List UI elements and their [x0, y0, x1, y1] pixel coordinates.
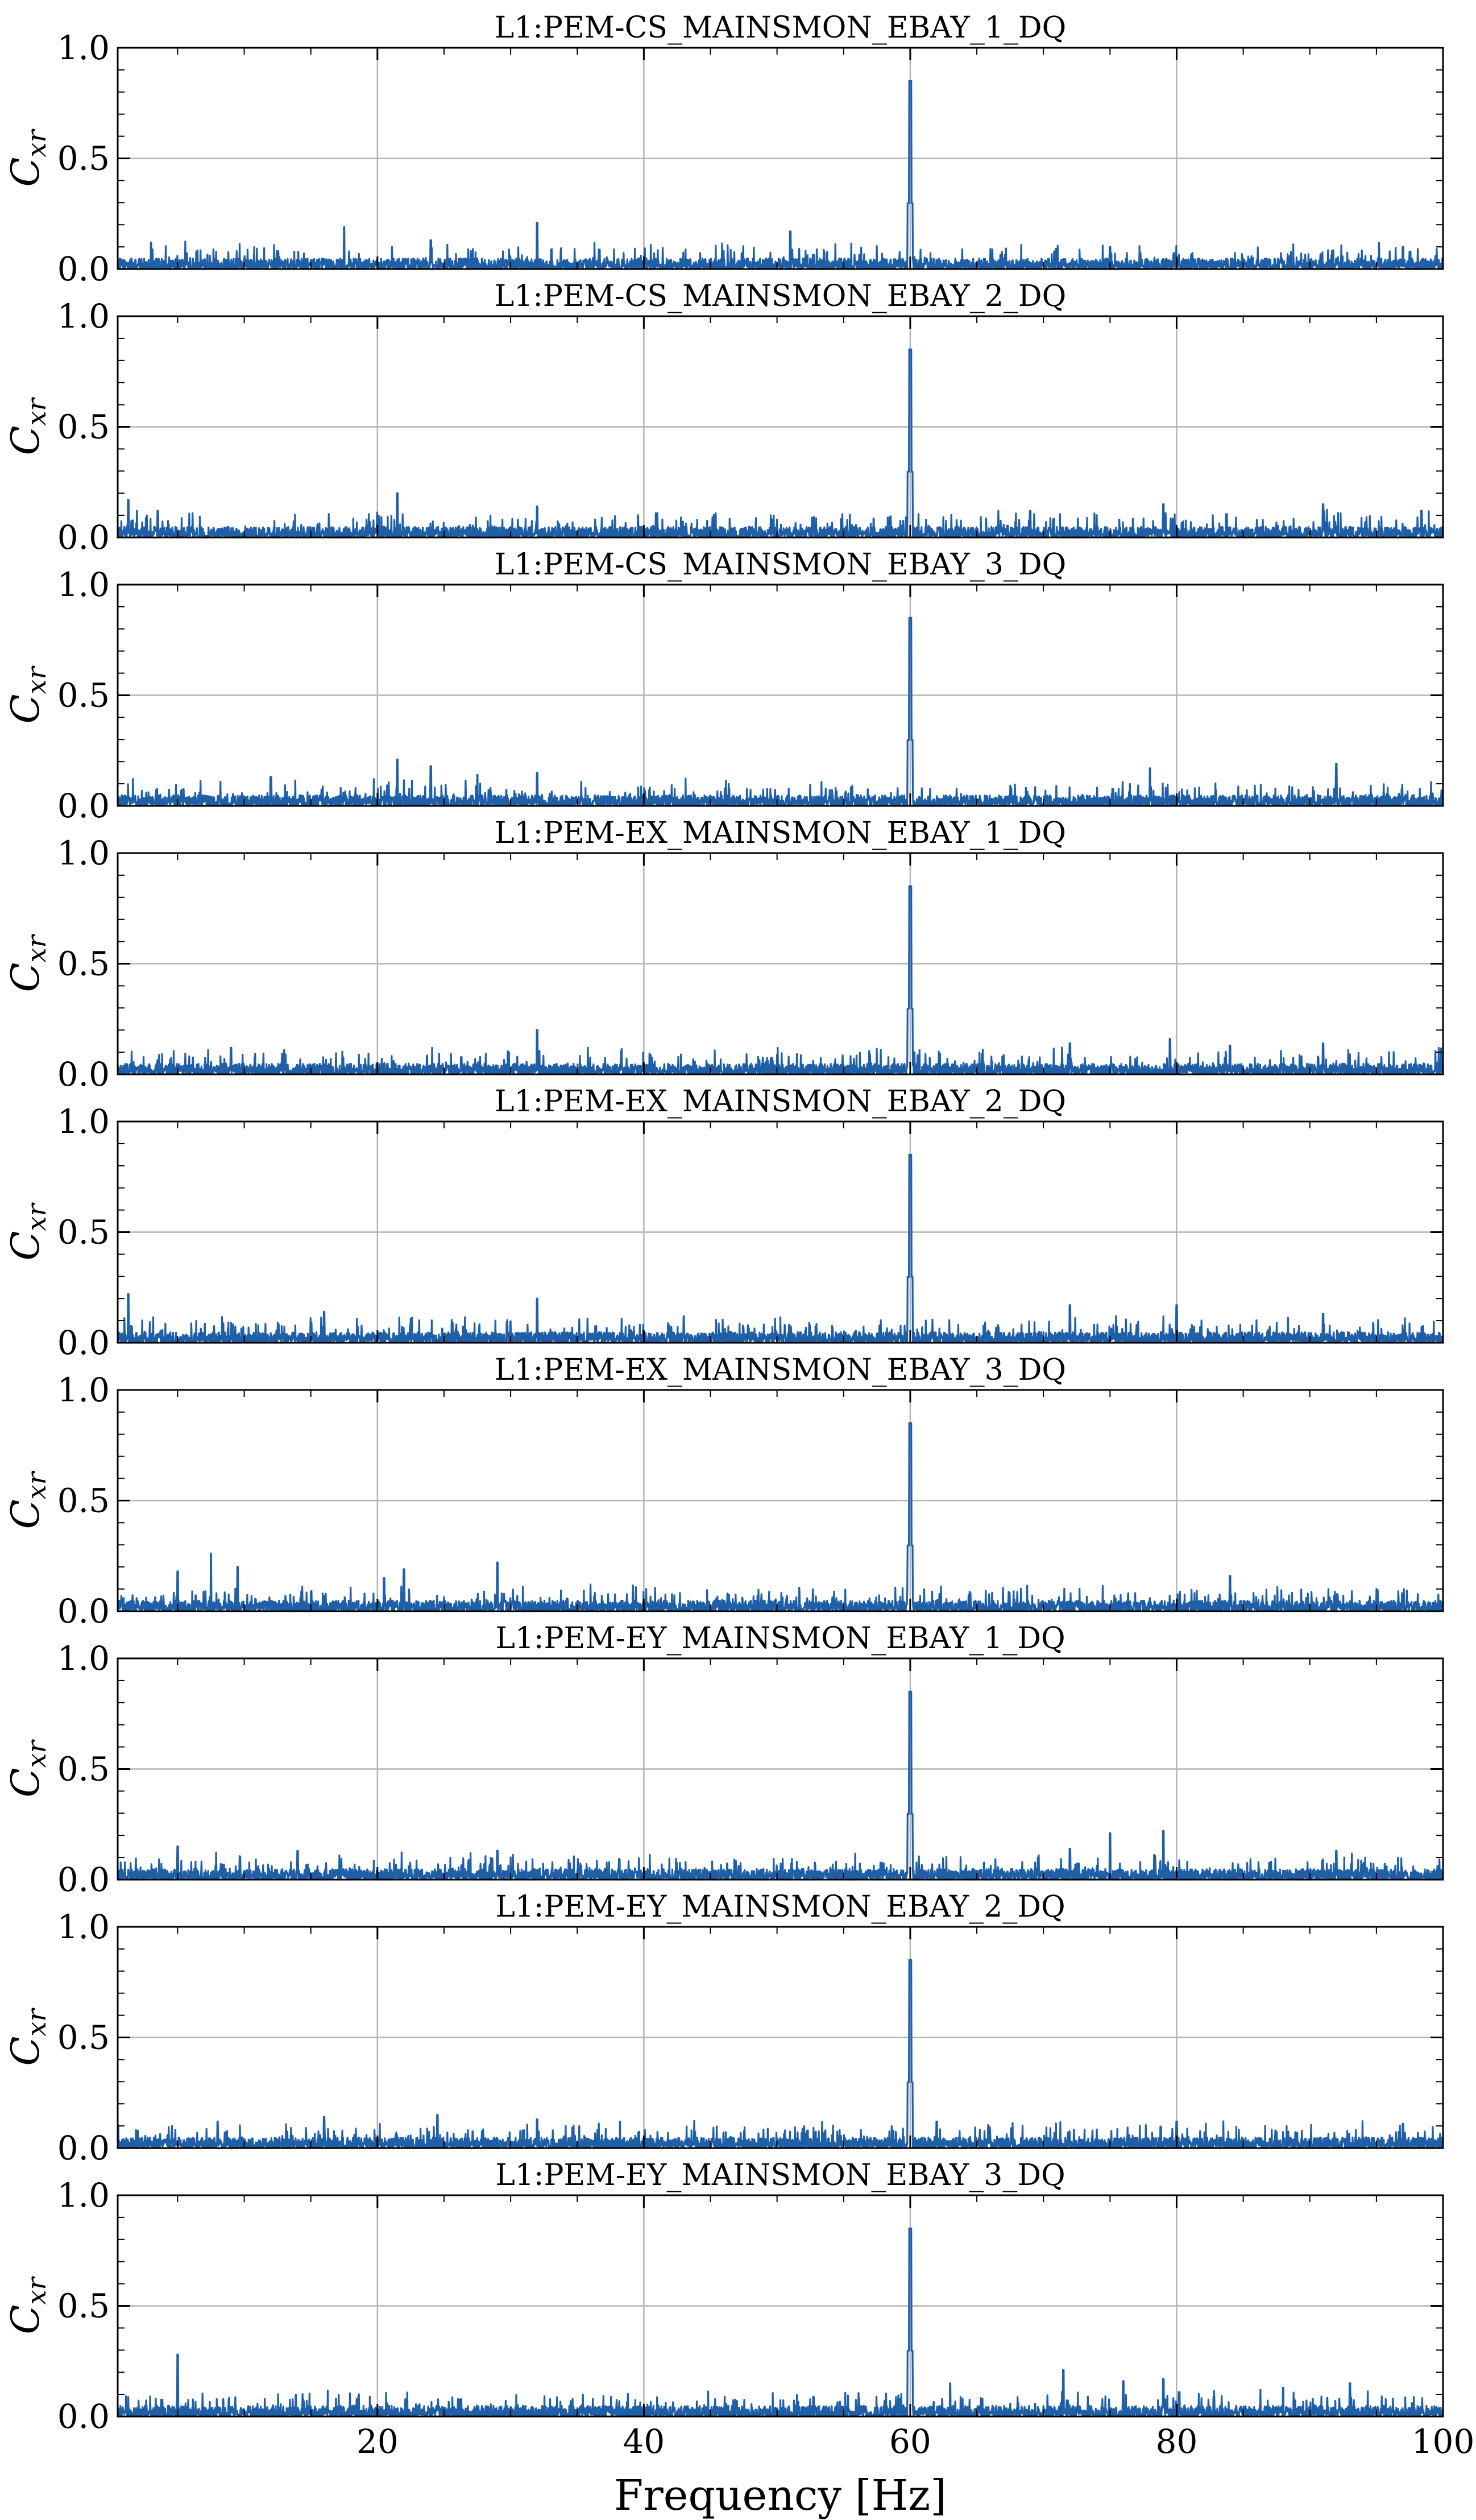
coherence-panel-8: L1:PEM-EY_MAINSMON_EBAY_2_DQ 0.0 0.5 1.0 Cxr [3, 1890, 1444, 2167]
y-axis-label-main: C [3, 2304, 48, 2334]
y-tick-label: 0.0 [57, 2129, 110, 2167]
coherence-series [117, 348, 1444, 539]
y-axis-label: Cxr [3, 1739, 52, 1798]
coherence-panel-6: L1:PEM-EX_MAINSMON_EBAY_3_DQ 0.0 0.5 1.0 Cxr [3, 1353, 1444, 1631]
y-tick-label: 0.0 [57, 787, 110, 825]
y-tick-label: 1.0 [57, 28, 110, 67]
y-axis-label-subscript: xr [21, 129, 52, 158]
y-axis-label-main: C [3, 1768, 48, 1797]
y-axis-label-main: C [3, 425, 48, 455]
panel-title: L1:PEM-EY_MAINSMON_EBAY_2_DQ [495, 1890, 1065, 1924]
coherence-series [117, 80, 1444, 270]
panel-title: L1:PEM-EX_MAINSMON_EBAY_1_DQ [495, 816, 1066, 850]
y-tick-label: 1.0 [57, 565, 110, 604]
y-axis-label-main: C [3, 1231, 48, 1260]
y-tick-label: 0.0 [57, 2397, 110, 2436]
y-axis-label-main: C [3, 157, 48, 187]
panel-title: L1:PEM-EX_MAINSMON_EBAY_2_DQ [495, 1085, 1066, 1119]
y-tick-label: 1.0 [57, 1639, 110, 1678]
coherence-series [117, 1153, 1444, 1344]
coherence-series [117, 2227, 1444, 2418]
y-tick-label: 0.5 [57, 139, 110, 178]
y-tick-label: 0.0 [57, 250, 110, 288]
y-tick-label: 1.0 [57, 1907, 110, 1946]
y-tick-label: 0.5 [57, 676, 110, 715]
x-axis-label: Frequency [Hz] [614, 2471, 947, 2520]
y-axis-label-subscript: xr [21, 397, 52, 426]
y-tick-label: 1.0 [57, 2176, 110, 2215]
y-axis-label-subscript: xr [21, 934, 52, 963]
y-axis-label-subscript: xr [21, 665, 52, 694]
y-tick-label: 0.0 [57, 1323, 110, 1362]
x-tick-label: 20 [356, 2422, 399, 2461]
panel-title: L1:PEM-CS_MAINSMON_EBAY_3_DQ [495, 548, 1067, 582]
y-axis-label-main: C [3, 962, 48, 992]
coherence-series [117, 1690, 1444, 1881]
coherence-series [117, 616, 1444, 807]
coherence-panel-5: L1:PEM-EX_MAINSMON_EBAY_2_DQ 0.0 0.5 1.0 Cxr [3, 1085, 1444, 1362]
y-tick-label: 0.5 [57, 2018, 110, 2057]
y-axis-label-main: C [3, 1499, 48, 1529]
y-axis-label-main: C [3, 694, 48, 723]
y-tick-label: 0.5 [57, 1482, 110, 1520]
x-tick-label: 100 [1412, 2422, 1475, 2461]
y-axis-label-subscript: xr [21, 1202, 52, 1231]
panel-title: L1:PEM-EY_MAINSMON_EBAY_3_DQ [495, 2158, 1065, 2192]
y-tick-label: 0.0 [57, 1860, 110, 1899]
y-axis-label: Cxr [3, 1202, 52, 1261]
y-tick-label: 0.0 [57, 518, 110, 557]
y-tick-label: 0.5 [57, 945, 110, 983]
x-tick-label: 60 [889, 2422, 931, 2461]
x-tick-label: 80 [1156, 2422, 1198, 2461]
coherence-series [117, 1959, 1444, 2149]
coherence-panel-2: L1:PEM-CS_MAINSMON_EBAY_2_DQ 0.0 0.5 1.0 Cxr [3, 279, 1444, 557]
coherence-series [117, 1422, 1444, 1612]
y-axis-label-subscript: xr [21, 1471, 52, 1500]
y-axis-label-subscript: xr [21, 2008, 52, 2037]
coherence-panel-3: L1:PEM-CS_MAINSMON_EBAY_3_DQ 0.0 0.5 1.0 Cxr [3, 548, 1444, 825]
y-axis-label: Cxr [3, 397, 52, 456]
coherence-panel-9: L1:PEM-EY_MAINSMON_EBAY_3_DQ 0.0 0.5 1.0 Cxr [3, 2158, 1444, 2436]
coherence-panel-4: L1:PEM-EX_MAINSMON_EBAY_1_DQ 0.0 0.5 1.0 Cxr [3, 816, 1444, 1094]
y-tick-label: 0.5 [57, 408, 110, 446]
panel-title: L1:PEM-CS_MAINSMON_EBAY_2_DQ [495, 279, 1067, 313]
y-axis-label-subscript: xr [21, 2276, 52, 2305]
y-tick-label: 1.0 [57, 1371, 110, 1409]
coherence-panel-7: L1:PEM-EY_MAINSMON_EBAY_1_DQ 0.0 0.5 1.0 Cxr [3, 1621, 1444, 1899]
y-axis-label: Cxr [3, 2276, 52, 2335]
y-axis-label: Cxr [3, 934, 52, 992]
y-axis-label: Cxr [3, 1471, 52, 1529]
panel-title: L1:PEM-EX_MAINSMON_EBAY_3_DQ [495, 1353, 1066, 1387]
y-axis-label-main: C [3, 2036, 48, 2066]
y-axis-label: Cxr [3, 2008, 52, 2066]
y-tick-label: 0.5 [57, 2287, 110, 2325]
y-tick-label: 1.0 [57, 297, 110, 336]
coherence-panel-1: L1:PEM-CS_MAINSMON_EBAY_1_DQ 0.0 0.5 1.0 Cxr [3, 11, 1444, 288]
y-tick-label: 0.0 [57, 1592, 110, 1631]
y-tick-label: 0.5 [57, 1750, 110, 1789]
y-tick-label: 1.0 [57, 1102, 110, 1141]
coherence-series [117, 885, 1444, 1075]
y-tick-label: 0.0 [57, 1055, 110, 1094]
panel-title: L1:PEM-CS_MAINSMON_EBAY_1_DQ [495, 11, 1067, 45]
y-axis-label-subscript: xr [21, 1739, 52, 1768]
y-axis-label: Cxr [3, 665, 52, 724]
y-axis-label: Cxr [3, 129, 52, 187]
y-tick-label: 0.5 [57, 1213, 110, 1252]
panel-title: L1:PEM-EY_MAINSMON_EBAY_1_DQ [495, 1621, 1065, 1656]
y-tick-label: 1.0 [57, 834, 110, 872]
x-tick-label: 40 [623, 2422, 665, 2461]
